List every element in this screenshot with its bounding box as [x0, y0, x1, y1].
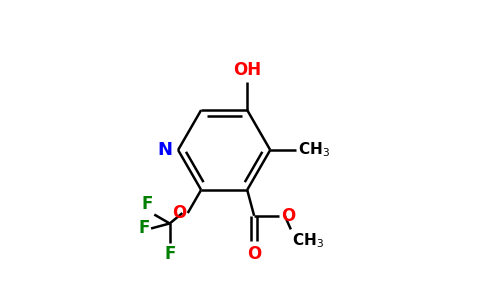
Text: F: F [141, 195, 153, 213]
Text: CH$_3$: CH$_3$ [292, 231, 324, 250]
Text: O: O [172, 204, 186, 222]
Text: CH$_3$: CH$_3$ [298, 141, 330, 159]
Text: N: N [158, 141, 173, 159]
Text: OH: OH [233, 61, 261, 80]
Text: F: F [164, 245, 175, 263]
Text: O: O [281, 207, 295, 225]
Text: F: F [138, 220, 150, 238]
Text: O: O [247, 244, 261, 262]
